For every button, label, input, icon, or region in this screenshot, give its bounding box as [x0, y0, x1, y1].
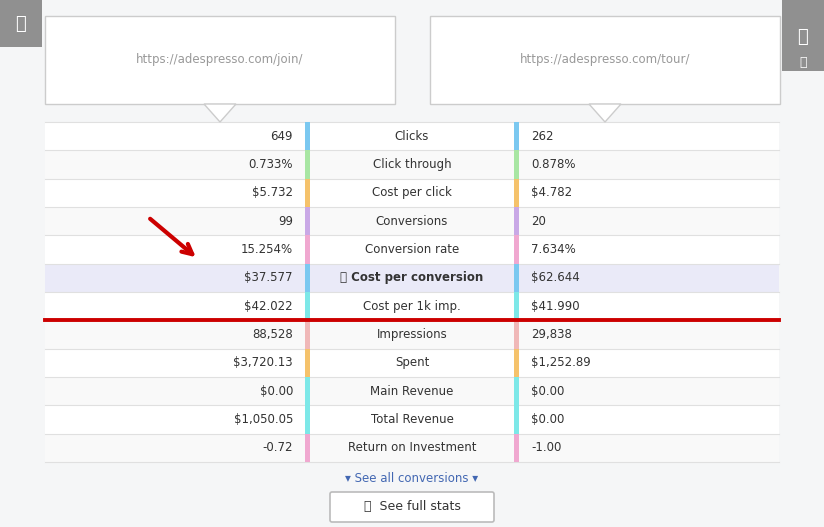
Text: $42.022: $42.022	[245, 300, 293, 313]
Bar	[514, 179, 519, 207]
Bar	[305, 207, 310, 236]
Bar	[782, 0, 824, 71]
Bar	[305, 264, 310, 292]
Bar	[305, 320, 310, 349]
Bar	[514, 434, 519, 462]
Text: $37.577: $37.577	[245, 271, 293, 285]
Text: 20: 20	[531, 214, 545, 228]
Bar	[305, 179, 310, 207]
Text: -1.00: -1.00	[531, 441, 561, 454]
Bar	[305, 434, 310, 462]
Bar	[305, 236, 310, 264]
Text: $41.990: $41.990	[531, 300, 579, 313]
Bar	[514, 377, 519, 405]
Bar	[305, 292, 310, 320]
Text: 99: 99	[278, 214, 293, 228]
Bar	[45, 179, 779, 207]
Bar	[514, 207, 519, 236]
Text: Clicks: Clicks	[395, 130, 429, 143]
Text: Total Revenue: Total Revenue	[371, 413, 453, 426]
Bar	[45, 292, 779, 320]
Bar	[45, 122, 779, 150]
Bar	[305, 405, 310, 434]
Text: 29,838: 29,838	[531, 328, 572, 341]
Bar	[45, 377, 779, 405]
Text: 7.634%: 7.634%	[531, 243, 576, 256]
Text: $0.00: $0.00	[531, 385, 564, 398]
Bar	[45, 236, 779, 264]
Text: Cost per click: Cost per click	[372, 187, 452, 199]
Bar	[45, 405, 779, 434]
Bar	[305, 122, 310, 150]
Text: Return on Investment: Return on Investment	[348, 441, 476, 454]
Bar	[514, 122, 519, 150]
Text: Cost per 1k imp.: Cost per 1k imp.	[363, 300, 461, 313]
Polygon shape	[204, 104, 236, 122]
Text: 262: 262	[531, 130, 554, 143]
Text: 15.254%: 15.254%	[241, 243, 293, 256]
Bar	[514, 320, 519, 349]
Text: 📊  See full stats: 📊 See full stats	[363, 501, 461, 513]
Text: 🏆 Cost per conversion: 🏆 Cost per conversion	[340, 271, 484, 285]
FancyBboxPatch shape	[330, 492, 494, 522]
Text: https://adespresso.com/tour/: https://adespresso.com/tour/	[520, 54, 691, 66]
Bar	[45, 320, 779, 349]
Text: $3,720.13: $3,720.13	[233, 356, 293, 369]
Bar	[305, 349, 310, 377]
Text: 649: 649	[270, 130, 293, 143]
Bar	[45, 16, 395, 104]
Text: Conversions: Conversions	[376, 214, 448, 228]
Text: $1,050.05: $1,050.05	[234, 413, 293, 426]
Text: Click through: Click through	[372, 158, 452, 171]
Bar	[45, 349, 779, 377]
Bar	[514, 150, 519, 179]
Bar	[45, 207, 779, 236]
Text: ⏸: ⏸	[799, 56, 807, 70]
Bar	[305, 377, 310, 405]
Bar	[45, 264, 779, 292]
Text: Spent: Spent	[395, 356, 429, 369]
Text: $4.782: $4.782	[531, 187, 572, 199]
Text: $5.732: $5.732	[252, 187, 293, 199]
Bar	[45, 150, 779, 179]
Bar	[305, 150, 310, 179]
Text: 👎: 👎	[798, 28, 808, 46]
Text: $62.644: $62.644	[531, 271, 580, 285]
Bar	[514, 236, 519, 264]
Bar	[514, 349, 519, 377]
FancyArrowPatch shape	[150, 219, 192, 254]
Text: 0.878%: 0.878%	[531, 158, 575, 171]
Text: https://adespresso.com/join/: https://adespresso.com/join/	[136, 54, 304, 66]
Bar	[0, 0, 42, 47]
Text: ▾ See all conversions ▾: ▾ See all conversions ▾	[345, 473, 479, 485]
Text: 👍: 👍	[16, 15, 26, 33]
Bar	[514, 292, 519, 320]
Text: Conversion rate: Conversion rate	[365, 243, 459, 256]
Polygon shape	[589, 104, 621, 122]
Text: Main Revenue: Main Revenue	[370, 385, 454, 398]
Bar	[514, 405, 519, 434]
Text: $1,252.89: $1,252.89	[531, 356, 591, 369]
Bar	[514, 264, 519, 292]
Bar	[45, 434, 779, 462]
Text: $0.00: $0.00	[260, 385, 293, 398]
Text: -0.72: -0.72	[263, 441, 293, 454]
Text: Impressions: Impressions	[377, 328, 447, 341]
Text: 0.733%: 0.733%	[249, 158, 293, 171]
Text: 88,528: 88,528	[252, 328, 293, 341]
Bar	[430, 16, 780, 104]
Text: $0.00: $0.00	[531, 413, 564, 426]
